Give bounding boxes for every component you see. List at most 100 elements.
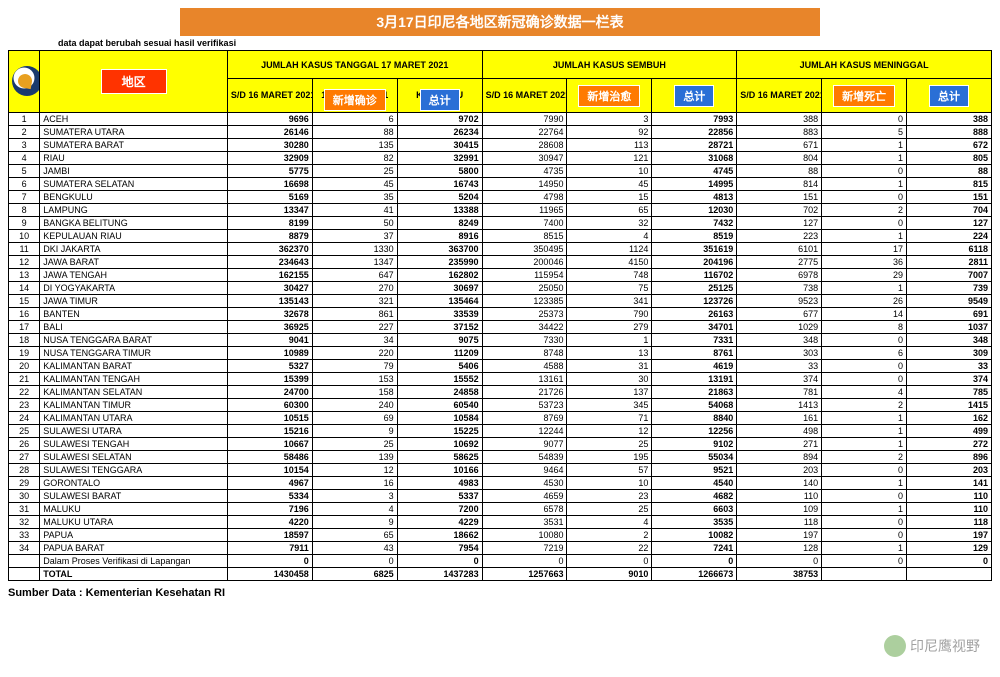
cell: 5327 — [227, 360, 312, 373]
cell: 4229 — [397, 516, 482, 529]
cell: LAMPUNG — [40, 204, 228, 217]
cell: 4967 — [227, 477, 312, 490]
cell: RIAU — [40, 152, 228, 165]
sub-cases-today: 17 MARET 2021新增确诊 — [312, 79, 397, 113]
cell: 2 — [822, 451, 907, 464]
cell: 15552 — [397, 373, 482, 386]
cell: 9702 — [397, 113, 482, 126]
cell: DI YOGYAKARTA — [40, 282, 228, 295]
cell: 60300 — [227, 399, 312, 412]
cell: 22856 — [652, 126, 737, 139]
cell: 6118 — [907, 243, 992, 256]
cell: 5800 — [397, 165, 482, 178]
cell: 9 — [312, 425, 397, 438]
cell: 10154 — [227, 464, 312, 477]
cell: 60540 — [397, 399, 482, 412]
cell: 25 — [312, 438, 397, 451]
verification-note: data dapat berubah sesuai hasil verifika… — [8, 38, 992, 48]
cell: 92 — [567, 126, 652, 139]
table-row: 30SULAWESI BARAT533435337465923468211001… — [9, 490, 992, 503]
cell: 6 — [312, 113, 397, 126]
cell: 9549 — [907, 295, 992, 308]
cell: 8519 — [652, 230, 737, 243]
cell: 8769 — [482, 412, 567, 425]
cell: 804 — [737, 152, 822, 165]
table-row: 17BALI3692522737152344222793470110298103… — [9, 321, 992, 334]
cell: 1 — [822, 152, 907, 165]
cell: 815 — [907, 178, 992, 191]
cell: 25050 — [482, 282, 567, 295]
cell: NUSA TENGGARA BARAT — [40, 334, 228, 347]
table-row: 10KEPULAUAN RIAU887937891685154851922312… — [9, 230, 992, 243]
cell: 34701 — [652, 321, 737, 334]
cell: 28608 — [482, 139, 567, 152]
cell: GORONTALO — [40, 477, 228, 490]
cell: 20 — [9, 360, 40, 373]
cell: 17 — [9, 321, 40, 334]
cell: 35 — [312, 191, 397, 204]
cell: 11965 — [482, 204, 567, 217]
cell: 37 — [312, 230, 397, 243]
cell: 28 — [9, 464, 40, 477]
cell: 7432 — [652, 217, 737, 230]
cell: 10166 — [397, 464, 482, 477]
cell: 8249 — [397, 217, 482, 230]
cell: 8 — [822, 321, 907, 334]
cell: 13 — [567, 347, 652, 360]
cell: 4798 — [482, 191, 567, 204]
cell: 118 — [737, 516, 822, 529]
cell: 9010 — [567, 568, 652, 581]
table-row: 22KALIMANTAN SELATAN24700158248582172613… — [9, 386, 992, 399]
cell: 18662 — [397, 529, 482, 542]
cell: 0 — [822, 334, 907, 347]
cell: 888 — [907, 126, 992, 139]
cell: 32678 — [227, 308, 312, 321]
sub-death-today: 新增死亡 — [822, 79, 907, 113]
cell: 12030 — [652, 204, 737, 217]
cell: KALIMANTAN SELATAN — [40, 386, 228, 399]
cell: 113 — [567, 139, 652, 152]
cell: 45 — [312, 178, 397, 191]
cell: 271 — [737, 438, 822, 451]
cell: 6101 — [737, 243, 822, 256]
cell: 303 — [737, 347, 822, 360]
cell — [907, 568, 992, 581]
cell: 6978 — [737, 269, 822, 282]
cell: 34 — [9, 542, 40, 555]
cell: 162802 — [397, 269, 482, 282]
cell: SULAWESI TENGAH — [40, 438, 228, 451]
cell: 8 — [9, 204, 40, 217]
cell: 2775 — [737, 256, 822, 269]
cell: 195 — [567, 451, 652, 464]
region-badge: 地区 — [101, 69, 167, 94]
new-deaths-badge: 新增死亡 — [833, 85, 895, 107]
cell: 234643 — [227, 256, 312, 269]
cell: 14 — [9, 282, 40, 295]
cell: 3 — [312, 490, 397, 503]
cell: 0 — [907, 555, 992, 568]
cell: 1437283 — [397, 568, 482, 581]
cell: 22764 — [482, 126, 567, 139]
cell: 36 — [822, 256, 907, 269]
total-badge-2: 总计 — [674, 85, 714, 107]
cell: 58625 — [397, 451, 482, 464]
cell: 1 — [822, 178, 907, 191]
cell: 0 — [822, 464, 907, 477]
table-row: 16BANTEN32678861335392537379026163677146… — [9, 308, 992, 321]
cell: 10080 — [482, 529, 567, 542]
new-recovered-badge: 新增治愈 — [578, 85, 640, 107]
cell: 1413 — [737, 399, 822, 412]
cell: 33539 — [397, 308, 482, 321]
cell: 6578 — [482, 503, 567, 516]
cell: 362370 — [227, 243, 312, 256]
table-row: 4RIAU32909823299130947121310688041805 — [9, 152, 992, 165]
cell: 691 — [907, 308, 992, 321]
cell: 21863 — [652, 386, 737, 399]
cell: 79 — [312, 360, 397, 373]
table-row: 3SUMATERA BARAT3028013530415286081132872… — [9, 139, 992, 152]
cell: 69 — [312, 412, 397, 425]
sub-rec-total: 总计 — [652, 79, 737, 113]
group-recovered-header: JUMLAH KASUS SEMBUH — [482, 51, 737, 79]
cell: 30415 — [397, 139, 482, 152]
cell: 1 — [822, 503, 907, 516]
